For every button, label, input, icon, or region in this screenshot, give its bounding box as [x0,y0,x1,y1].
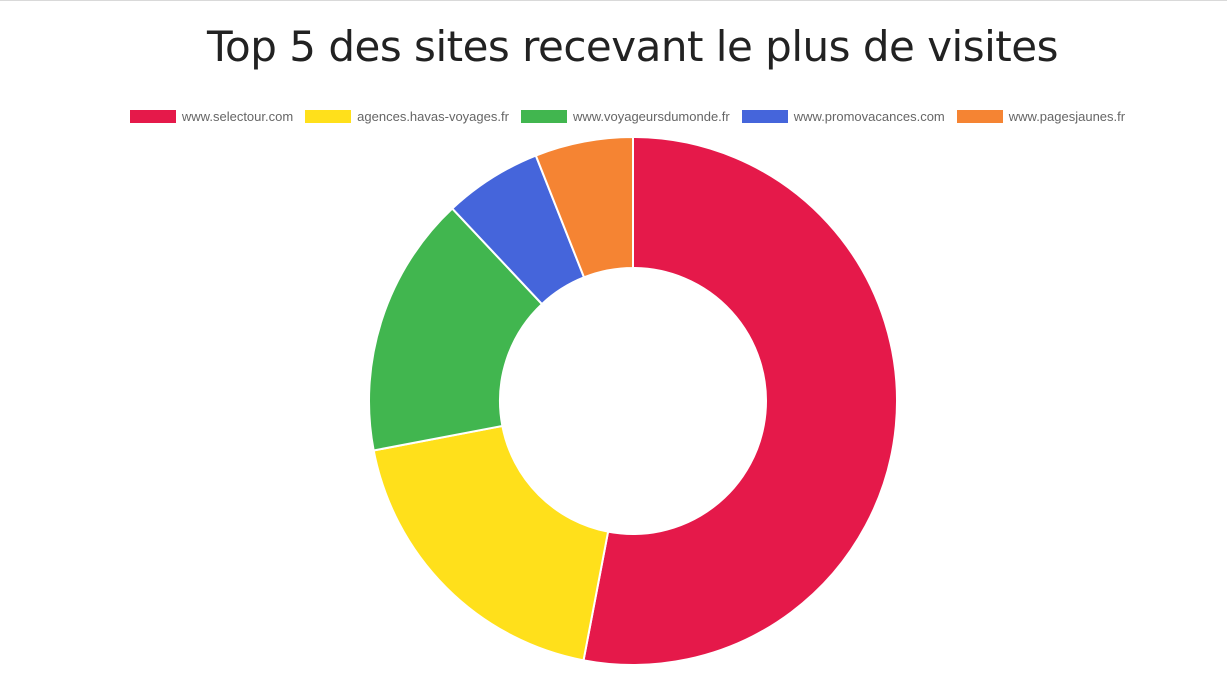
chart-legend: www.selectour.com agences.havas-voyages.… [0,106,1227,126]
donut-slice-havas-voyages[interactable] [372,424,610,662]
legend-swatch [129,109,176,123]
legend-item-pagesjaunes[interactable]: www.pagesjaunes.fr [956,108,1126,124]
legend-item-voyageursdumonde[interactable]: www.voyageursdumonde.fr [520,108,730,124]
legend-label: agences.havas-voyages.fr [357,108,509,124]
legend-label: www.promovacances.com [793,108,945,124]
legend-label: www.pagesjaunes.fr [1008,108,1126,124]
donut-slice-pagesjaunes[interactable] [534,135,634,279]
donut-slice-selectour[interactable] [582,135,898,666]
legend-item-selectour[interactable]: www.selectour.com [129,108,294,124]
legend-swatch [305,109,352,123]
legend-swatch [741,109,788,123]
donut-slice-voyageursdumonde[interactable] [368,207,544,452]
chart-title: Top 5 des sites recevant le plus de visi… [207,22,1058,71]
legend-label: www.selectour.com [181,108,294,124]
legend-swatch [520,109,567,123]
top-border [0,0,1227,1]
legend-item-promovacances[interactable]: www.promovacances.com [741,108,945,124]
legend-swatch [956,109,1003,123]
legend-label: www.voyageursdumonde.fr [572,108,730,124]
legend-item-havas-voyages[interactable]: agences.havas-voyages.fr [305,109,509,124]
